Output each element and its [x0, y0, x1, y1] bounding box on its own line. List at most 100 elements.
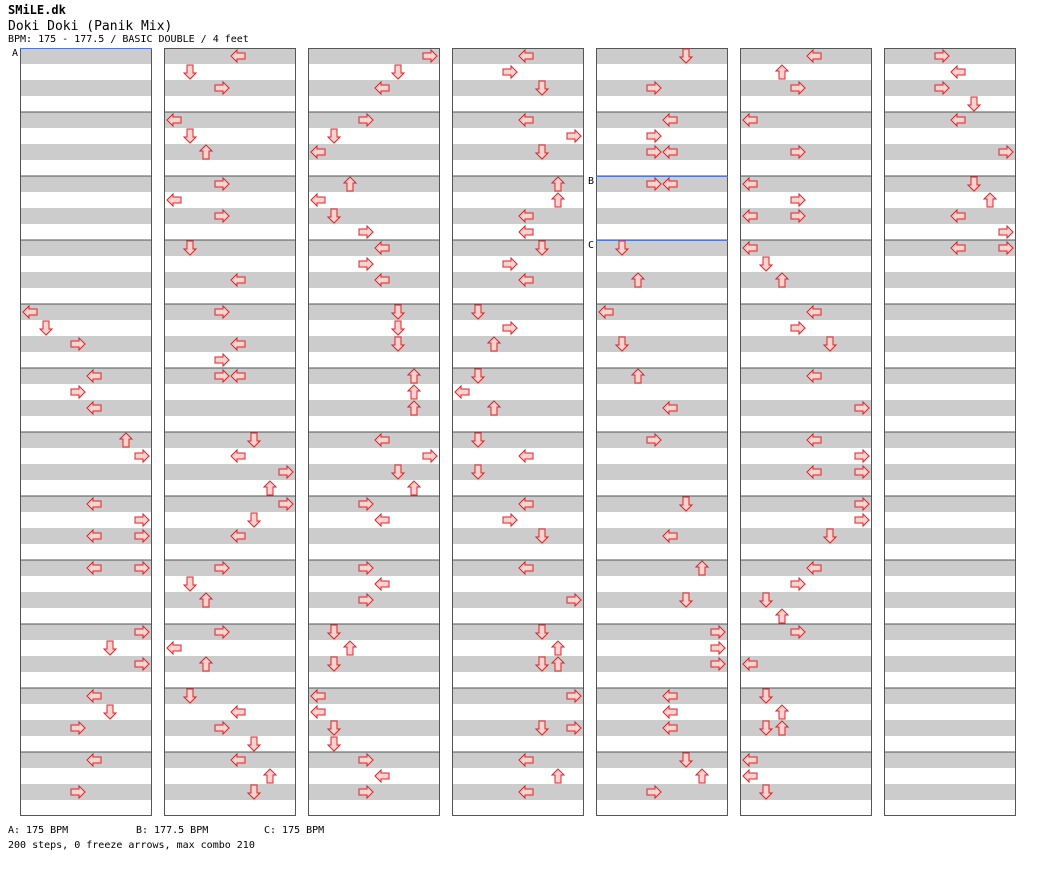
arrow-left-icon	[518, 784, 534, 800]
arrow-right-icon	[358, 592, 374, 608]
chart-column	[740, 48, 872, 816]
chart-column	[596, 48, 728, 816]
arrow-right-icon	[214, 368, 230, 384]
arrow-up-icon	[774, 608, 790, 624]
arrow-down-icon	[758, 256, 774, 272]
arrow-right-icon	[214, 176, 230, 192]
step-summary: 200 steps, 0 freeze arrows, max combo 21…	[8, 840, 255, 851]
arrow-right-icon	[646, 80, 662, 96]
arrow-down-icon	[470, 432, 486, 448]
arrow-right-icon	[134, 448, 150, 464]
arrow-right-icon	[646, 144, 662, 160]
arrow-right-icon	[790, 192, 806, 208]
arrow-down-icon	[326, 656, 342, 672]
arrow-left-icon	[86, 560, 102, 576]
arrow-down-icon	[470, 368, 486, 384]
arrow-left-icon	[230, 48, 246, 64]
arrow-left-icon	[662, 144, 678, 160]
arrow-down-icon	[182, 576, 198, 592]
arrow-down-icon	[326, 736, 342, 752]
arrow-left-icon	[742, 176, 758, 192]
arrow-down-icon	[326, 128, 342, 144]
arrow-up-icon	[774, 64, 790, 80]
arrow-down-icon	[966, 176, 982, 192]
arrow-down-icon	[534, 656, 550, 672]
arrow-left-icon	[86, 528, 102, 544]
arrow-left-icon	[518, 224, 534, 240]
arrow-left-icon	[518, 112, 534, 128]
arrow-down-icon	[326, 208, 342, 224]
arrow-down-icon	[246, 432, 262, 448]
arrow-left-icon	[518, 272, 534, 288]
arrow-right-icon	[214, 80, 230, 96]
arrow-down-icon	[326, 720, 342, 736]
arrow-down-icon	[678, 496, 694, 512]
arrow-down-icon	[758, 592, 774, 608]
bpm-change-label: C	[588, 240, 594, 251]
arrow-right-icon	[278, 496, 294, 512]
arrow-right-icon	[790, 624, 806, 640]
arrow-left-icon	[230, 752, 246, 768]
arrow-left-icon	[742, 752, 758, 768]
arrow-down-icon	[534, 80, 550, 96]
arrow-right-icon	[422, 448, 438, 464]
arrow-left-icon	[86, 752, 102, 768]
arrow-right-icon	[358, 752, 374, 768]
arrow-left-icon	[806, 304, 822, 320]
arrow-up-icon	[630, 272, 646, 288]
arrow-left-icon	[374, 576, 390, 592]
arrow-left-icon	[662, 688, 678, 704]
arrow-up-icon	[198, 144, 214, 160]
arrow-right-icon	[566, 128, 582, 144]
arrow-down-icon	[822, 528, 838, 544]
arrow-left-icon	[662, 528, 678, 544]
arrow-up-icon	[550, 192, 566, 208]
arrow-right-icon	[214, 208, 230, 224]
arrow-down-icon	[102, 704, 118, 720]
arrow-right-icon	[854, 448, 870, 464]
arrow-left-icon	[806, 464, 822, 480]
arrow-left-icon	[518, 208, 534, 224]
arrow-right-icon	[566, 688, 582, 704]
arrow-right-icon	[566, 720, 582, 736]
arrow-right-icon	[998, 240, 1014, 256]
arrow-down-icon	[534, 144, 550, 160]
arrow-left-icon	[166, 112, 182, 128]
arrow-right-icon	[854, 512, 870, 528]
arrow-left-icon	[166, 192, 182, 208]
arrow-left-icon	[742, 112, 758, 128]
arrow-down-icon	[822, 336, 838, 352]
arrow-up-icon	[694, 768, 710, 784]
arrow-left-icon	[310, 704, 326, 720]
arrow-down-icon	[614, 336, 630, 352]
arrow-down-icon	[470, 304, 486, 320]
arrow-right-icon	[214, 304, 230, 320]
arrow-right-icon	[134, 624, 150, 640]
arrow-down-icon	[390, 464, 406, 480]
arrow-left-icon	[86, 496, 102, 512]
arrow-right-icon	[646, 176, 662, 192]
arrow-left-icon	[518, 448, 534, 464]
arrow-left-icon	[86, 688, 102, 704]
arrow-down-icon	[182, 688, 198, 704]
arrow-right-icon	[502, 320, 518, 336]
chart-column	[452, 48, 584, 816]
arrow-right-icon	[134, 512, 150, 528]
arrow-left-icon	[806, 368, 822, 384]
chart-info: BPM: 175 - 177.5 / BASIC DOUBLE / 4 feet	[8, 34, 249, 45]
chart-column	[884, 48, 1016, 816]
arrow-left-icon	[518, 48, 534, 64]
arrow-down-icon	[758, 784, 774, 800]
song-title: Doki Doki (Panik Mix)	[8, 19, 173, 34]
bpm-change-label: A	[12, 48, 18, 59]
arrow-left-icon	[742, 240, 758, 256]
arrow-right-icon	[566, 592, 582, 608]
arrow-left-icon	[950, 240, 966, 256]
arrow-right-icon	[710, 624, 726, 640]
arrow-down-icon	[678, 592, 694, 608]
arrow-left-icon	[230, 368, 246, 384]
arrow-up-icon	[342, 176, 358, 192]
arrow-up-icon	[198, 592, 214, 608]
arrow-right-icon	[790, 144, 806, 160]
arrow-right-icon	[358, 256, 374, 272]
